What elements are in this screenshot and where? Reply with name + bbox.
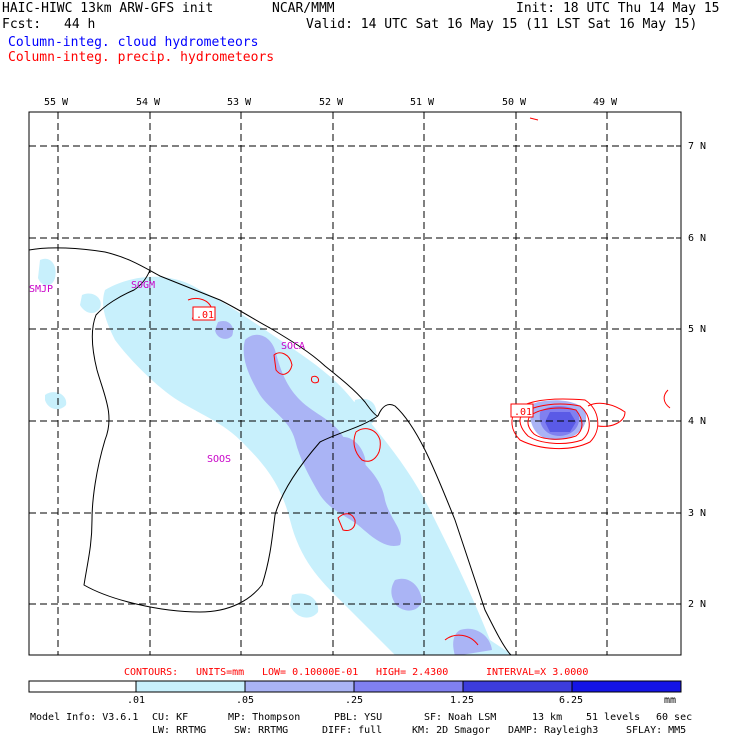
graticule <box>29 112 681 655</box>
model-info-mp: MP: Thompson <box>228 712 301 723</box>
lat-label-5n: 5 N <box>688 324 707 335</box>
lon-label-53w: 53 W <box>227 97 252 108</box>
model-info-sw: SW: RRTMG <box>234 725 289 736</box>
station-soos: SOOS <box>207 454 231 465</box>
colorbar <box>28 680 682 693</box>
lon-label-49w: 49 W <box>593 97 618 108</box>
forecast-hour: 44 h <box>64 17 96 32</box>
lon-label-55w: 55 W <box>44 97 69 108</box>
model-info-timestep: 60 sec <box>656 712 693 723</box>
lat-label-3n: 3 N <box>688 508 707 519</box>
lon-label-54w: 54 W <box>136 97 161 108</box>
model-info-diff: DIFF: full <box>322 725 383 736</box>
model-info-km: KM: 2D Smagor <box>412 725 491 736</box>
legend-cloud-hydrometeors: Column-integ. cloud hydrometeors <box>8 35 259 50</box>
model-info-version: Model Info: V3.6.1 <box>30 712 139 723</box>
model-info-res: 13 km <box>532 712 563 723</box>
contours-high: HIGH= 2.4300 <box>376 667 449 678</box>
contours-interval: INTERVAL=X 3.0000 <box>486 667 589 678</box>
contours-title: CONTOURS: <box>124 667 179 678</box>
lon-label-51w: 51 W <box>410 97 435 108</box>
station-sogm: SOGM <box>131 280 155 291</box>
model-info-lw: LW: RRTMG <box>152 725 207 736</box>
colorbar-tick-0: .01 <box>127 695 146 706</box>
plot-title: HAIC-HIWC 13km ARW-GFS init <box>2 1 214 16</box>
cloud-field-light <box>38 258 513 655</box>
org-label: NCAR/MMM <box>272 1 335 16</box>
valid-time: Valid: 14 UTC Sat 16 May 15 (11 LST Sat … <box>306 17 698 32</box>
colorbar-tick-3: 1.25 <box>450 695 475 706</box>
colorbar-tick-4: 6.25 <box>559 695 584 706</box>
lat-ticks <box>676 145 681 605</box>
legend-precip-hydrometeors: Column-integ. precip. hydrometeors <box>8 50 275 65</box>
init-time: Init: 18 UTC Thu 14 May 15 <box>516 1 720 16</box>
lon-label-52w: 52 W <box>319 97 344 108</box>
contour-label-1: .01 <box>192 306 216 321</box>
model-info-sf: SF: Noah LSM <box>424 712 497 723</box>
model-info-cu: CU: KF <box>152 712 189 723</box>
forecast-label: Fcst: <box>2 17 42 32</box>
station-smjp: SMJP <box>29 284 53 295</box>
lat-label-4n: 4 N <box>688 416 707 427</box>
map-frame <box>28 111 682 656</box>
model-info-damp: DAMP: Rayleigh3 <box>508 725 599 736</box>
station-soca: SOCA <box>281 341 305 352</box>
precip-contours <box>187 117 671 646</box>
lat-label-6n: 6 N <box>688 233 707 244</box>
lat-label-7n: 7 N <box>688 141 707 152</box>
colorbar-tick-1: .05 <box>236 695 255 706</box>
colorbar-tick-2: .25 <box>345 695 364 706</box>
model-info-levels: 51 levels <box>586 712 641 723</box>
contours-low: LOW= 0.10000E-01 <box>262 667 359 678</box>
lat-label-2n: 2 N <box>688 599 707 610</box>
colorbar-units: mm <box>664 695 677 706</box>
coastline <box>29 247 512 655</box>
svg-text:.01: .01 <box>196 310 214 321</box>
svg-text:.01: .01 <box>514 407 532 418</box>
contour-label-2: .01 <box>510 403 534 418</box>
lon-label-50w: 50 W <box>502 97 527 108</box>
contours-units: UNITS=mm <box>196 667 245 678</box>
model-info-sflay: SFLAY: MM5 <box>626 725 687 736</box>
model-info-pbl: PBL: YSU <box>334 712 383 723</box>
